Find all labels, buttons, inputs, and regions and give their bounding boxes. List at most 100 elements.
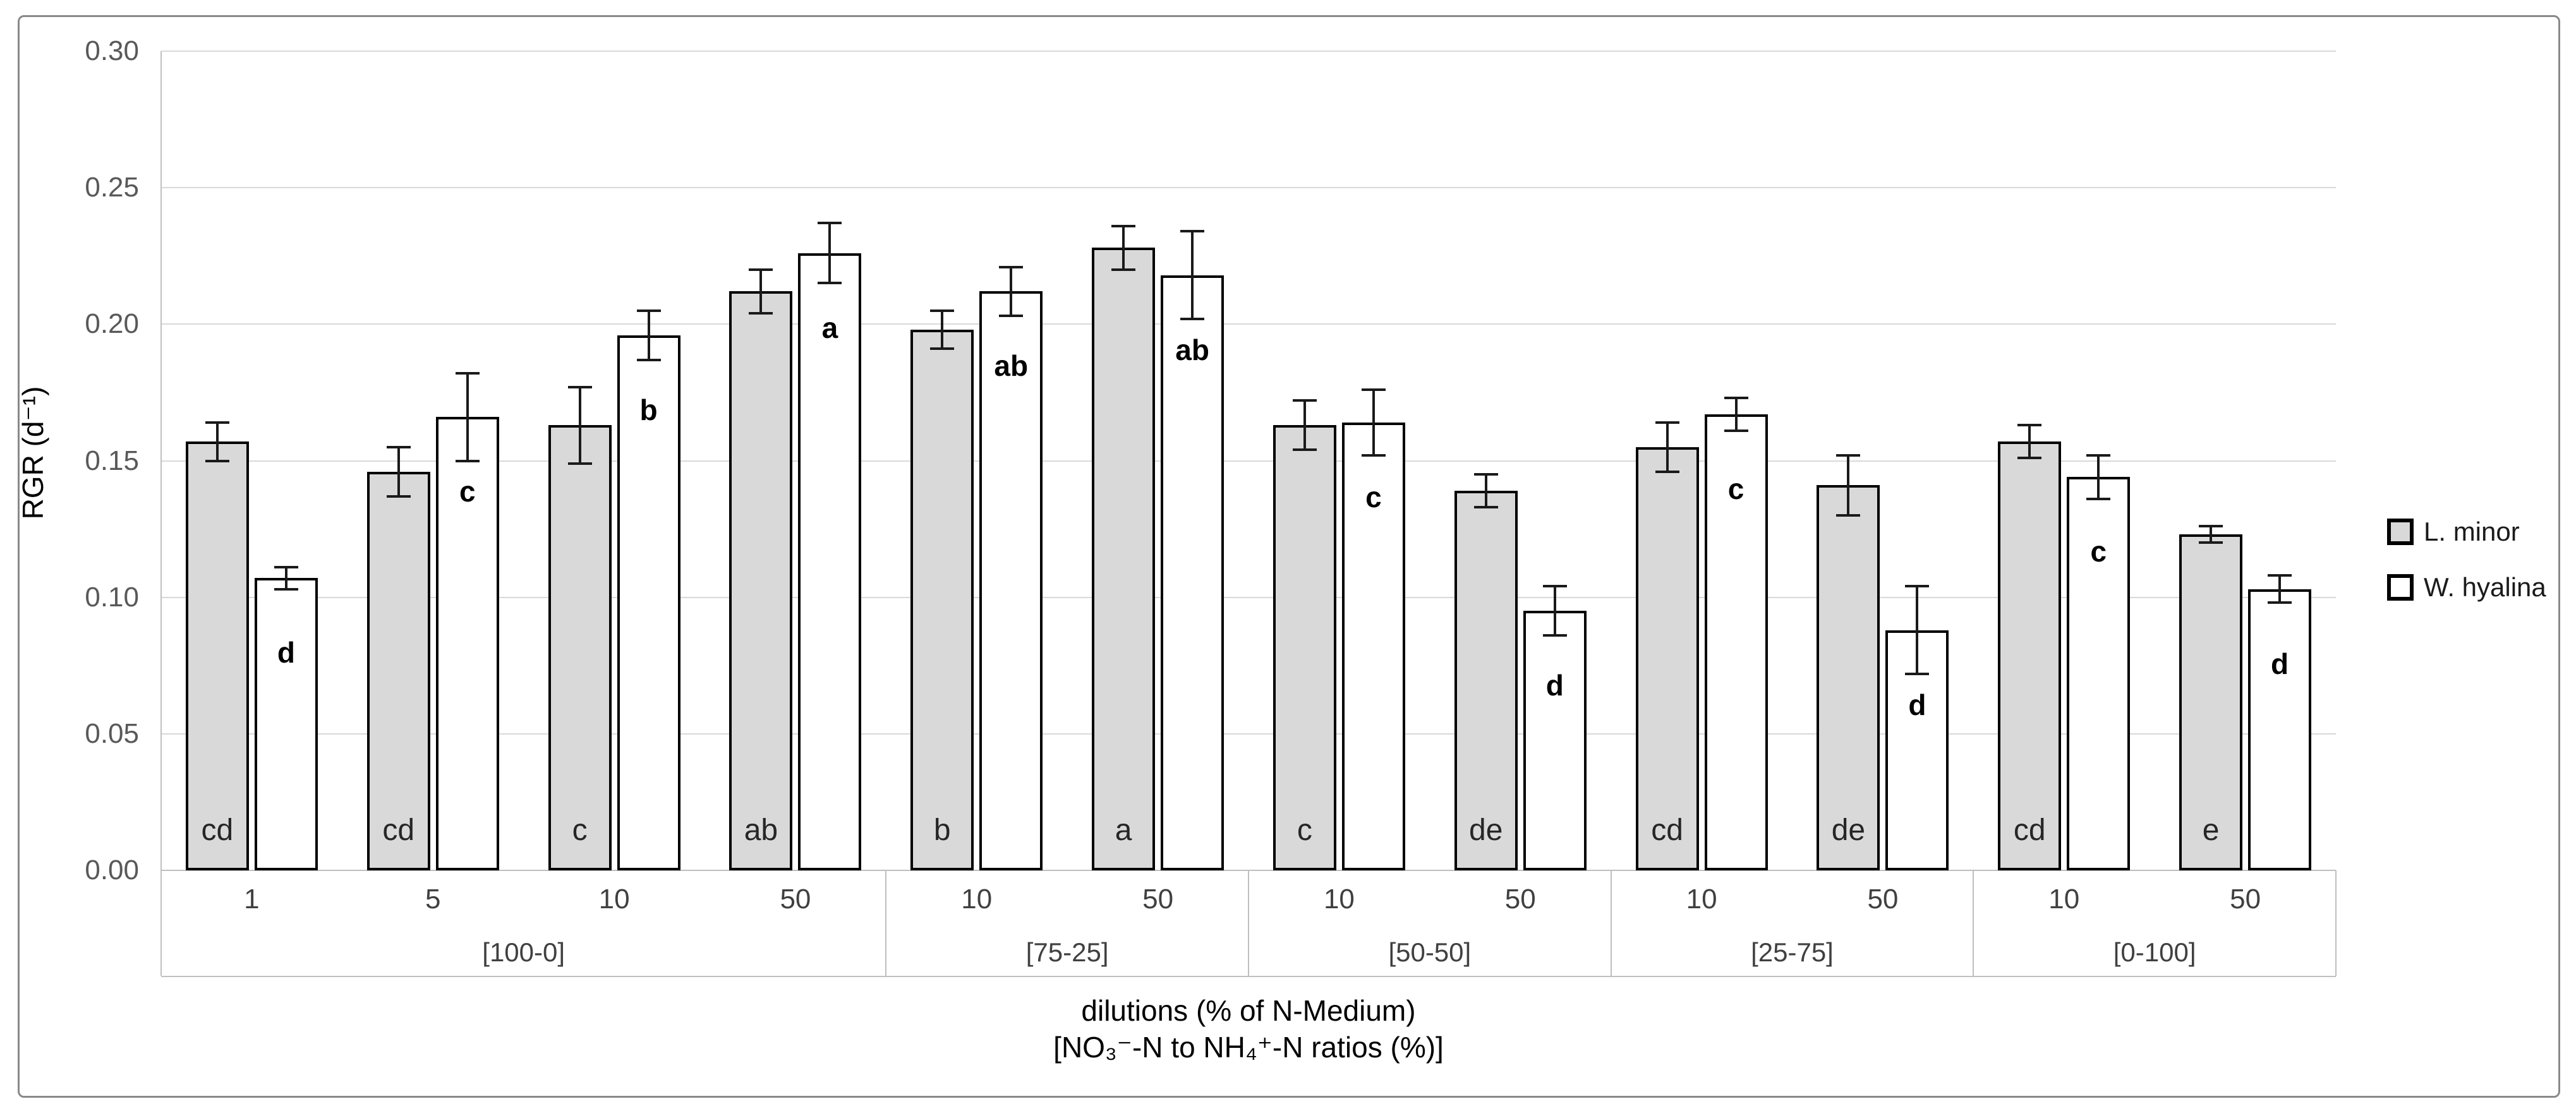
category-area-bottom-line [161, 976, 2336, 977]
error-bar-cap-bottom [749, 312, 773, 315]
x-axis-title-line2: [NO₃⁻-N to NH₄⁺-N ratios (%)] [1053, 1031, 1444, 1064]
significance-letter: d [1908, 688, 1926, 721]
y-tick-label: 0.00 [85, 855, 139, 886]
dilution-label: 5 [425, 884, 441, 915]
error-bar-cap-top [386, 445, 411, 448]
significance-letter: ab [1175, 333, 1209, 366]
error-bar-cap-top [567, 385, 592, 388]
significance-letter: c [572, 814, 588, 847]
category-separator [160, 870, 162, 976]
error-bar [759, 269, 763, 314]
error-bar [284, 567, 287, 589]
error-bar [1916, 586, 1919, 674]
error-bar [2210, 526, 2213, 543]
dilution-label: 10 [2048, 884, 2080, 915]
error-bar-cap-bottom [455, 459, 480, 462]
x-axis-title-line1: dilutions (% of N-Medium) [1081, 994, 1416, 1027]
category-separator [1248, 870, 1249, 976]
bar-lminor [1998, 441, 2062, 870]
error-bar-cap-bottom [2086, 498, 2111, 501]
bar-lminor [910, 329, 974, 870]
error-bar-cap-top [274, 566, 298, 569]
bar-whyalina [1341, 422, 1405, 870]
bar-lminor [1635, 447, 1699, 870]
significance-letter: ab [744, 814, 778, 847]
error-bar-cap-top [636, 309, 661, 312]
error-bar [1847, 455, 1850, 515]
lminor-swatch-icon [2387, 519, 2414, 545]
error-bar-cap-top [1473, 473, 1498, 476]
significance-letter: e [2202, 814, 2220, 847]
significance-letter: c [459, 475, 476, 508]
error-bar-cap-top [999, 265, 1024, 268]
significance-letter: de [1469, 814, 1503, 847]
error-bar-cap-top [2199, 525, 2223, 528]
y-tick-label: 0.05 [85, 718, 139, 749]
dilution-label: 10 [1323, 884, 1355, 915]
error-bar [1734, 398, 1738, 431]
error-bar [578, 387, 581, 464]
error-bar-cap-bottom [205, 459, 229, 462]
significance-letter: d [1545, 669, 1564, 702]
error-bar-cap-top [1724, 397, 1748, 400]
category-separator [885, 870, 887, 976]
error-bar [2278, 575, 2282, 603]
error-bar [2097, 455, 2100, 500]
error-bar-cap-bottom [2199, 541, 2223, 544]
ratio-group-label: [25-75] [1751, 937, 1834, 967]
ratio-group-label: [0-100] [2113, 937, 2196, 967]
error-bar-cap-bottom [930, 347, 955, 351]
error-bar-cap-bottom [1180, 317, 1205, 320]
error-bar-cap-top [1292, 399, 1317, 402]
significance-letter: c [2090, 535, 2107, 568]
error-bar-cap-bottom [1473, 505, 1498, 508]
error-bar [1122, 225, 1125, 270]
legend: L. minor W. hyalina [2387, 517, 2546, 628]
dilution-label: 50 [1867, 884, 1899, 915]
significance-letter: cd [201, 814, 234, 847]
significance-letter: ab [994, 349, 1029, 383]
dilution-label: 10 [1686, 884, 1717, 915]
error-bar-cap-bottom [386, 495, 411, 498]
error-bar-cap-bottom [274, 587, 298, 591]
bar-lminor [2179, 534, 2243, 870]
error-bar-cap-top [1905, 585, 1930, 588]
gridline [161, 51, 2336, 52]
error-bar-cap-bottom [1905, 672, 1930, 675]
error-bar-cap-bottom [636, 358, 661, 361]
bar-lminor [366, 471, 430, 870]
dilution-label: 10 [961, 884, 993, 915]
error-bar-cap-top [930, 309, 955, 312]
ratio-group-label: [50-50] [1388, 937, 1472, 967]
gridline [161, 460, 2336, 462]
whyalina-swatch-icon [2387, 574, 2414, 601]
error-bar [2028, 425, 2031, 459]
y-tick-label: 0.20 [85, 308, 139, 340]
y-tick-label: 0.25 [85, 172, 139, 203]
y-tick-label: 0.30 [85, 35, 139, 66]
error-bar [1372, 390, 1375, 455]
error-bar-cap-top [2268, 574, 2292, 577]
error-bar [397, 447, 400, 496]
bar-whyalina [435, 417, 499, 870]
significance-letter: a [821, 311, 838, 344]
category-separator [1610, 870, 1612, 976]
error-bar [1666, 422, 1669, 472]
gridline [161, 733, 2336, 735]
gridline [161, 596, 2336, 598]
legend-item-whyalina: W. hyalina [2387, 572, 2546, 603]
significance-letter: c [1365, 480, 1382, 513]
bar-lminor [1817, 485, 1880, 870]
error-bar-cap-top [749, 268, 773, 271]
bar-whyalina [617, 335, 680, 870]
error-bar-cap-top [1180, 230, 1205, 233]
error-bar-cap-bottom [1361, 453, 1386, 457]
legend-item-lminor: L. minor [2387, 517, 2546, 547]
error-bar-cap-bottom [1836, 513, 1861, 517]
error-bar-cap-bottom [1542, 634, 1567, 637]
error-bar-cap-top [205, 421, 229, 424]
error-bar [941, 310, 944, 349]
bar-whyalina [2067, 477, 2131, 870]
y-tick-label: 0.15 [85, 445, 139, 476]
